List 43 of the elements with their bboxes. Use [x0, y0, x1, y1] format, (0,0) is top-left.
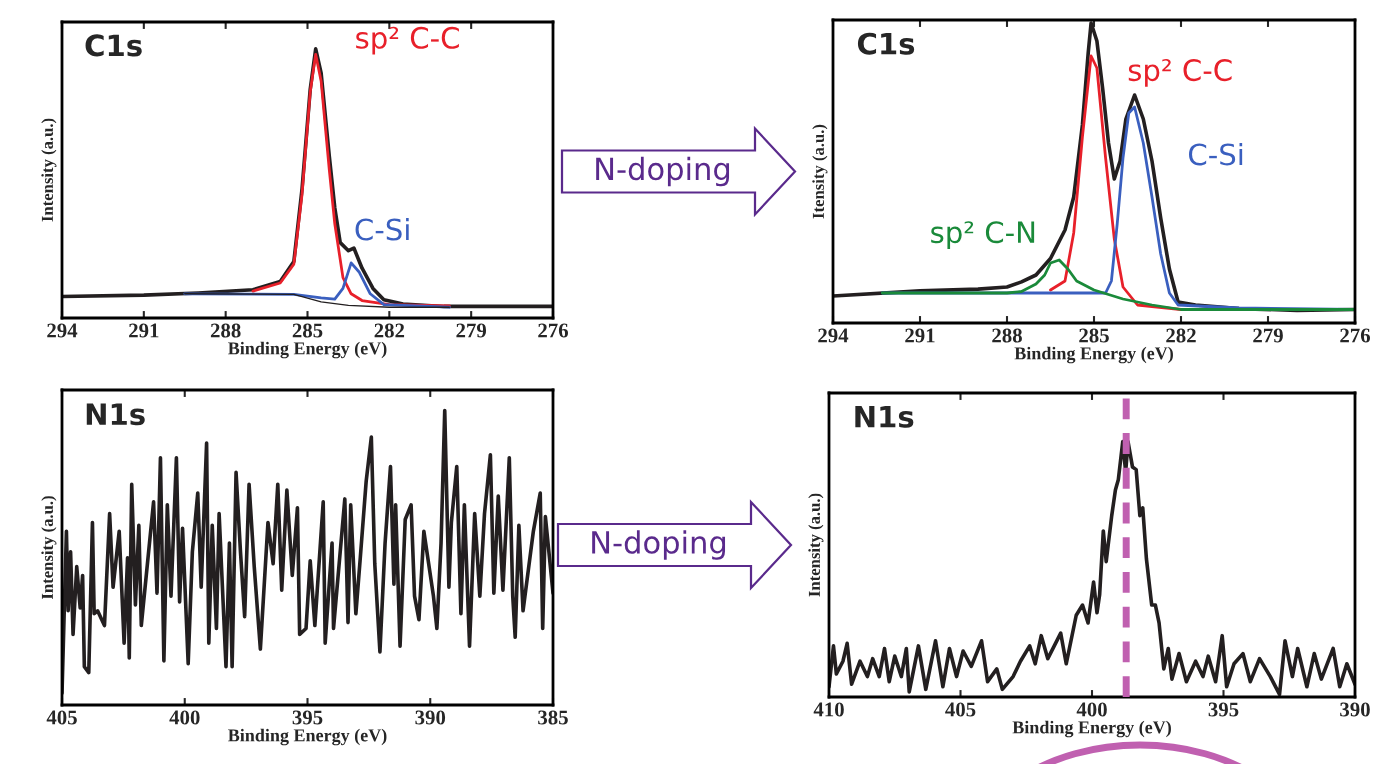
- x-tick-label: 291: [905, 328, 935, 343]
- x-tick-label: 294: [47, 323, 78, 338]
- x-tick-label: 279: [456, 323, 487, 338]
- y-axis-title: Intensity (a.u.): [808, 493, 824, 597]
- series-label: C-Si: [1189, 142, 1243, 166]
- x-tick-label: 291: [129, 323, 159, 338]
- x-tick-label: 400: [1076, 702, 1107, 717]
- x-tick-label: 400: [169, 710, 200, 725]
- x-tick-label: 288: [210, 323, 241, 338]
- x-axis-title: Binding Energy (eV): [1014, 346, 1173, 364]
- x-axis-title: Binding Energy (eV): [228, 728, 387, 746]
- x-tick-label: 390: [415, 710, 446, 725]
- x-tick-label: 410: [813, 702, 844, 717]
- x-tick-label: 285: [292, 323, 323, 338]
- x-tick-label: 279: [1253, 328, 1283, 343]
- text: N-doping: [592, 530, 726, 560]
- chart-title: C1s: [85, 34, 142, 57]
- chart-title: N1s: [855, 406, 914, 428]
- x-tick-label: 285: [1079, 328, 1109, 343]
- text: N-doping: [596, 156, 730, 187]
- series-label: sp² C-N: [931, 221, 1035, 249]
- chart-title: C1s: [857, 32, 915, 55]
- x-tick-label: 294: [818, 328, 849, 343]
- x-axis-title: Binding Energy (eV): [228, 341, 387, 359]
- x-tick-label: 276: [538, 323, 569, 338]
- series-label: sp² C-C: [1128, 59, 1232, 87]
- x-tick-label: 276: [1340, 328, 1371, 343]
- series-label: C-Si: [355, 217, 409, 241]
- x-tick-label: 395: [292, 710, 323, 725]
- y-axis-title: Intensity (a.u.): [41, 118, 57, 222]
- y-axis-title: Itensity (a.u.): [812, 124, 828, 219]
- x-tick-label: 395: [1208, 702, 1239, 717]
- x-axis-title: Binding Energy (eV): [1012, 720, 1171, 738]
- x-tick-label: 282: [1166, 328, 1196, 343]
- chart-title: N1s: [86, 403, 145, 426]
- x-tick-label: 385: [538, 710, 568, 725]
- x-tick-label: 405: [46, 710, 77, 725]
- x-tick-label: 405: [945, 702, 976, 717]
- series-label: sp² C-C: [356, 26, 459, 55]
- x-tick-label: 282: [374, 323, 405, 338]
- y-axis-title: Intensity (a.u.): [41, 496, 57, 600]
- x-tick-label: 390: [1340, 702, 1370, 717]
- x-tick-label: 288: [992, 328, 1022, 343]
